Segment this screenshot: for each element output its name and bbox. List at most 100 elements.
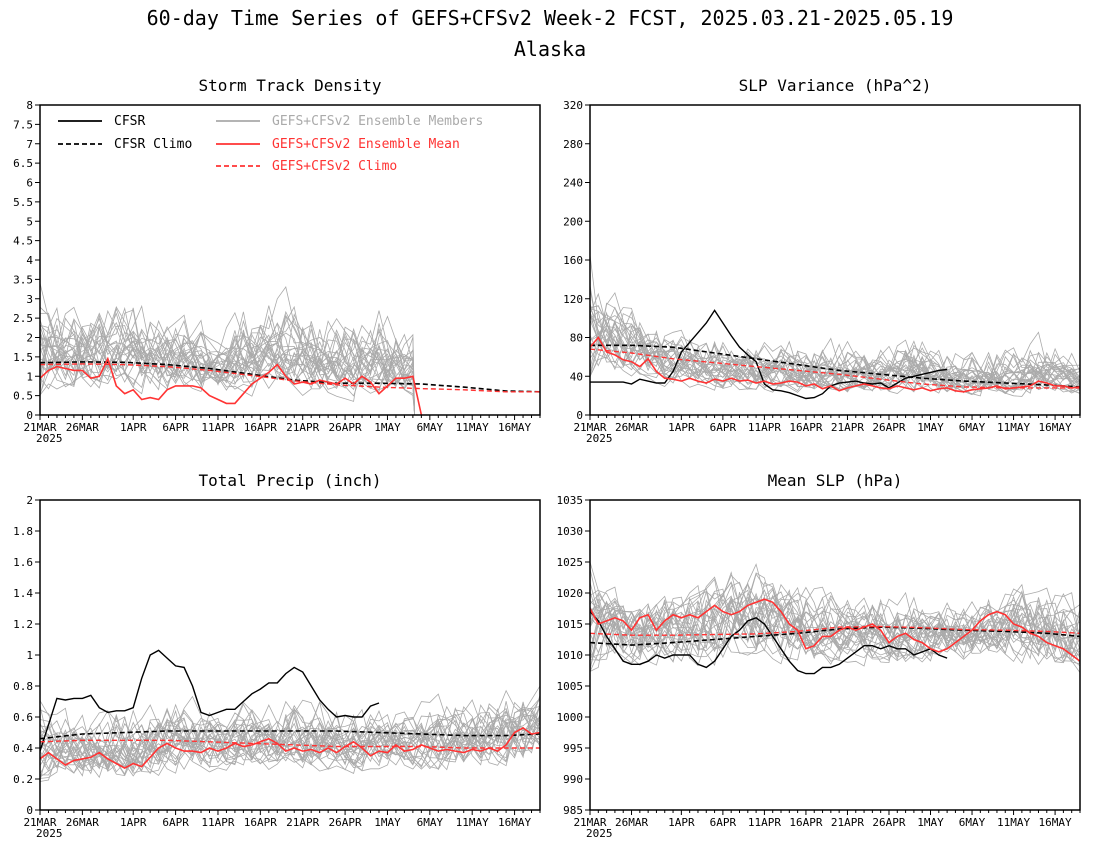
ensemble-member-line <box>40 328 415 415</box>
ensemble-member-line <box>590 581 1080 660</box>
x-tick-label: 11MAY <box>997 816 1030 829</box>
y-tick-label: 0 <box>26 804 33 817</box>
y-tick-label: 2 <box>26 332 33 345</box>
y-tick-label: 0 <box>26 409 33 422</box>
x-tick-label: 6MAY <box>417 421 444 434</box>
cfsr-climo-line <box>40 361 540 393</box>
plot-area <box>590 561 1080 675</box>
cfsr-line <box>590 309 948 400</box>
ensemble-member-line <box>40 318 415 415</box>
x-tick-label: 11MAY <box>456 421 489 434</box>
legend-label: CFSR Climo <box>114 137 192 152</box>
x-tick-label: 11APR <box>748 816 781 829</box>
x-tick-label: 21APR <box>286 421 319 434</box>
x-tick-label: 16APR <box>789 421 822 434</box>
x-tick-label: 16MAY <box>498 816 531 829</box>
y-tick-label: 990 <box>563 773 583 786</box>
y-tick-label: 2 <box>26 494 33 507</box>
ensemble-members <box>40 685 540 782</box>
x-tick-label: 1MAY <box>374 421 401 434</box>
x-tick-label: 6APR <box>162 816 189 829</box>
y-tick-label: 5.5 <box>13 196 33 209</box>
y-tick-label: 0.5 <box>13 390 33 403</box>
x-tick-label: 21MAR <box>23 816 56 829</box>
x-tick-label: 6APR <box>710 816 737 829</box>
plot-area <box>40 649 540 782</box>
ensemble-member-line <box>40 321 415 415</box>
ens-climo-line <box>590 348 1080 389</box>
y-tick-label: 1000 <box>557 711 584 724</box>
y-tick-label: 6.5 <box>13 157 33 170</box>
legend-label: GEFS+CFSv2 Climo <box>272 159 397 174</box>
x-tick-label: 11MAY <box>456 816 489 829</box>
x-tick-label: 26APR <box>872 421 905 434</box>
ens-climo-line <box>590 625 1080 636</box>
y-tick-label: 1030 <box>557 525 584 538</box>
y-tick-label: 0.8 <box>13 680 33 693</box>
ensemble-member-line <box>590 292 1080 395</box>
ens-climo-line <box>40 363 540 393</box>
y-tick-label: 4.5 <box>13 235 33 248</box>
ensemble-members <box>40 283 415 415</box>
legend: CFSR CFSR Climo GEFS+CFSv2 Ensemble Member… <box>58 114 483 174</box>
legend-label: CFSR <box>114 114 145 129</box>
x-tick-label: 16MAY <box>498 421 531 434</box>
x-tick-label: 6MAY <box>417 816 444 829</box>
x-year-label: 2025 <box>36 432 63 445</box>
x-tick-label: 1APR <box>668 421 695 434</box>
x-tick-label: 16APR <box>789 816 822 829</box>
y-tick-label: 40 <box>570 370 583 383</box>
ensemble-members <box>590 254 1080 397</box>
x-tick-label: 26MAR <box>66 816 99 829</box>
panel-title: Storm Track Density <box>198 76 381 95</box>
y-tick-label: 6 <box>26 177 33 190</box>
ensemble-member-line <box>590 306 1080 390</box>
y-tick-label: 120 <box>563 293 583 306</box>
x-tick-label: 6MAY <box>959 816 986 829</box>
x-tick-label: 11MAY <box>997 421 1030 434</box>
x-tick-label: 26APR <box>872 816 905 829</box>
ensemble-member-line <box>40 317 415 415</box>
ensemble-member-line <box>590 307 1080 392</box>
ensemble-member-line <box>590 603 1080 656</box>
x-tick-label: 26MAR <box>615 421 648 434</box>
x-tick-label: 26APR <box>329 421 362 434</box>
y-tick-label: 0.4 <box>13 742 33 755</box>
x-tick-label: 6APR <box>710 421 737 434</box>
ensemble-member-line <box>40 685 540 769</box>
x-tick-label: 16APR <box>244 421 277 434</box>
y-tick-label: 985 <box>563 804 583 817</box>
figure-title: 60-day Time Series of GEFS+CFSv2 Week-2 … <box>147 6 954 30</box>
y-tick-label: 0 <box>576 409 583 422</box>
y-tick-label: 995 <box>563 742 583 755</box>
y-tick-label: 7.5 <box>13 118 33 131</box>
ensemble-member-line <box>40 695 540 777</box>
x-tick-label: 1APR <box>120 816 147 829</box>
y-tick-label: 1025 <box>557 556 584 569</box>
ensemble-member-line <box>40 700 540 778</box>
panels: Storm Track Density 0 0.5 1 1.5 2 2.5 3 3.5 4 4.5 5… <box>13 76 1081 840</box>
ensemble-member-line <box>40 704 540 773</box>
x-tick-label: 21MAR <box>573 816 606 829</box>
y-tick-label: 1.6 <box>13 556 33 569</box>
ensemble-member-line <box>590 582 1080 662</box>
x-tick-label: 16APR <box>244 816 277 829</box>
figure-subtitle: Alaska <box>514 37 586 61</box>
x-tick-label: 1APR <box>120 421 147 434</box>
y-tick-label: 1035 <box>557 494 584 507</box>
x-tick-label: 1MAY <box>374 816 401 829</box>
ensemble-member-line <box>40 697 540 771</box>
y-tick-label: 200 <box>563 215 583 228</box>
y-tick-label: 1020 <box>557 587 584 600</box>
x-tick-label: 21MAR <box>23 421 56 434</box>
y-tick-label: 1.2 <box>13 618 33 631</box>
chart-panel: Storm Track Density 0 0.5 1 1.5 2 2.5 3 3.5 4 4.5 5… <box>13 76 541 445</box>
ens-mean-line <box>40 356 423 415</box>
x-tick-label: 11APR <box>201 816 234 829</box>
chart-panel: Mean SLP (hPa) 985 990 995 1000 1005 1010 1015 1… <box>557 471 1081 840</box>
y-tick-label: 1015 <box>557 618 584 631</box>
y-tick-label: 5 <box>26 215 33 228</box>
y-tick-label: 0.6 <box>13 711 33 724</box>
ensemble-member-line <box>40 712 540 771</box>
